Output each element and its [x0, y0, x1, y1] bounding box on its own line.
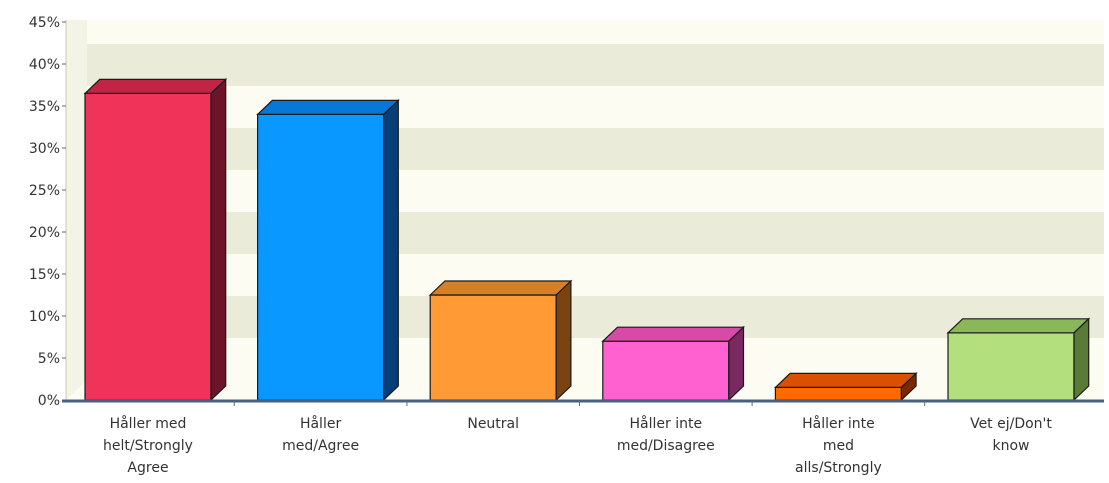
- x-tick-label-line: know: [993, 438, 1030, 454]
- bar-side: [728, 325, 745, 402]
- bar: [773, 371, 918, 402]
- x-tick-label: Håller med helt/Strongly Agree: [103, 415, 193, 476]
- y-tick-label: 20%: [29, 225, 60, 241]
- x-tick-label-line: helt/Strongly: [103, 438, 193, 454]
- grid-band: [87, 44, 1104, 86]
- plot-side-wall: [66, 20, 87, 400]
- bar-front: [602, 340, 730, 401]
- bar: [601, 325, 746, 402]
- x-tick-label: Neutral: [467, 416, 519, 432]
- bar-front: [429, 294, 557, 401]
- x-tick-label-line: Neutral: [467, 416, 519, 432]
- bar-side: [900, 371, 917, 402]
- x-tick-label-line: alls/Strongly: [795, 460, 882, 476]
- grid-bands: [87, 44, 1104, 338]
- bar-top: [773, 372, 918, 388]
- x-tick-label: Håller med/Agree: [282, 415, 359, 454]
- bar-top: [946, 318, 1091, 334]
- y-tick-label: 10%: [29, 309, 60, 325]
- x-tick-label-line: Håller: [300, 415, 341, 432]
- grid-band: [87, 128, 1104, 170]
- y-axis: 0% 5% 10% 15% 20% 25% 30% 35% 40% 45%: [29, 15, 67, 409]
- grid-band: [87, 212, 1104, 254]
- x-tick-label: Håller inte med alls/Strongly: [795, 415, 882, 476]
- bar-side: [383, 99, 399, 402]
- bar: [428, 279, 573, 402]
- y-tick-label: 45%: [29, 15, 60, 31]
- y-tick-label: 35%: [29, 99, 60, 115]
- bar-side: [1073, 317, 1090, 402]
- bar-top: [428, 280, 573, 296]
- bar-top: [256, 99, 400, 116]
- x-tick-label: Vet ej/Don't know: [970, 416, 1052, 454]
- bar-front: [257, 113, 385, 401]
- bar-side: [555, 279, 572, 402]
- y-tick-label: 0%: [38, 393, 60, 409]
- bar-front: [84, 92, 212, 401]
- x-tick-label-line: Vet ej/Don't: [970, 416, 1052, 432]
- bar-side: [210, 78, 227, 402]
- y-tick-label: 5%: [38, 351, 60, 367]
- bar-top: [601, 326, 746, 342]
- y-tick-label: 15%: [29, 267, 60, 283]
- x-axis: [62, 399, 1104, 406]
- x-tick-label-line: Agree: [127, 460, 168, 476]
- bar: [83, 78, 228, 402]
- y-tick-label: 40%: [29, 57, 60, 73]
- bar: [256, 99, 400, 402]
- bars: [83, 78, 1091, 402]
- y-tick-label: 25%: [29, 183, 60, 199]
- bar-top: [83, 78, 228, 95]
- x-tick-label-line: med/Agree: [282, 438, 359, 454]
- bar: [946, 317, 1091, 402]
- x-tick-label-line: Håller inte: [802, 415, 875, 432]
- x-tick-label-line: med: [823, 438, 854, 454]
- x-tick-label-line: med/Disagree: [617, 438, 715, 454]
- bar-front: [774, 386, 903, 401]
- grid-band: [87, 296, 1104, 338]
- y-tick-label: 30%: [29, 141, 60, 157]
- x-axis-labels: Håller med helt/Strongly Agree Håller med/Ag…: [103, 415, 1052, 476]
- bar-front: [947, 332, 1075, 401]
- x-tick-label-line: Håller inte: [630, 415, 703, 432]
- x-tick-label-line: Håller med: [110, 415, 187, 432]
- x-tick-label: Håller inte med/Disagree: [617, 415, 715, 454]
